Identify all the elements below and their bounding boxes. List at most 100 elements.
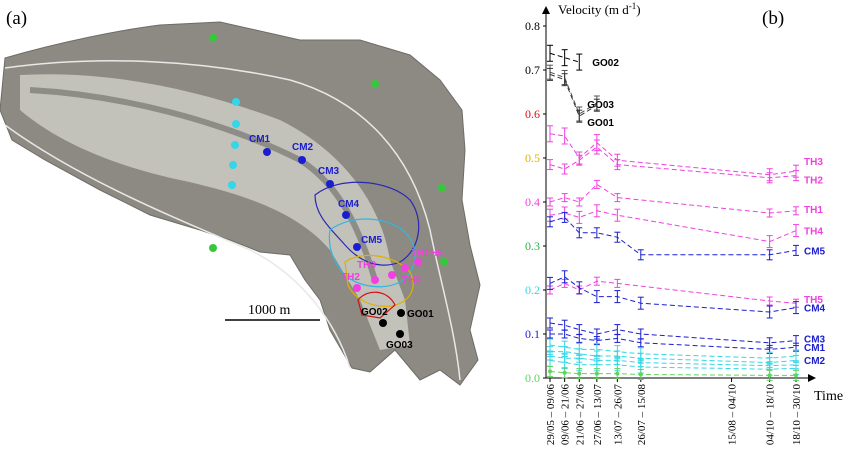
glacier-moraine	[29, 87, 378, 281]
green-survey-point	[209, 34, 217, 42]
series-line	[550, 351, 797, 364]
series-line	[549, 210, 797, 243]
map-label-go03: GO03	[386, 340, 413, 351]
y-tick-label: 0.1	[525, 327, 540, 341]
velocity-chart: (b) Velocity (m d-1) Time 0.0 0.1 0.2 0.3 0.…	[525, 1, 843, 445]
map-label-cm4: CM4	[338, 199, 360, 210]
green-survey-point	[209, 244, 217, 252]
y-tick-label: 0.4	[525, 195, 540, 209]
green-survey-point	[371, 80, 379, 88]
th-survey-point	[414, 258, 422, 266]
series-label-cm5: CM5	[804, 246, 826, 257]
series-label-cm1: CM1	[804, 343, 826, 354]
y-axis-label: Velocity (m d-1)	[558, 1, 641, 17]
cyan-survey-point	[231, 141, 239, 149]
panel-label-a: (a)	[6, 8, 27, 29]
map-label-th1: TH1	[411, 248, 430, 259]
glacier-outline-upper	[4, 60, 461, 381]
map-label-go01: GO01	[407, 309, 434, 320]
series-label-go01: GO01	[587, 118, 614, 129]
cm-survey-point	[326, 180, 334, 188]
contour-yellow	[344, 254, 414, 307]
y-tick-label: 0.6	[525, 107, 540, 121]
data-point	[548, 369, 552, 374]
y-tick-label: 0.2	[525, 283, 540, 297]
series-line	[549, 344, 797, 359]
th-survey-point	[353, 284, 361, 292]
series-line	[549, 355, 797, 367]
series-line	[550, 333, 797, 350]
cyan-survey-point	[229, 161, 237, 169]
series-line	[549, 359, 797, 370]
th-survey-point	[401, 264, 409, 272]
map-label-cm2: CM2	[292, 142, 314, 153]
series-label-th1: TH1	[804, 205, 823, 216]
cyan-survey-point	[232, 98, 240, 106]
series-label-go02: GO02	[592, 58, 619, 69]
x-tick-label: 04/10 – 18/10	[765, 384, 777, 446]
x-axis-arrow	[808, 374, 816, 382]
go-survey-point	[396, 330, 404, 338]
series-label-th4: TH4	[804, 227, 823, 238]
series-label-th2: TH2	[804, 176, 823, 187]
series-label-cm2: CM2	[804, 356, 826, 367]
map-label-cm3: CM3	[318, 166, 340, 177]
contour-red	[357, 291, 396, 319]
x-tick-label: 21/06 – 27/06	[574, 384, 586, 446]
series-line	[549, 322, 797, 344]
series-line	[549, 216, 797, 256]
x-tick-label: 09/06 – 21/06	[560, 384, 572, 446]
go-survey-point	[379, 319, 387, 327]
series-line	[549, 280, 797, 304]
chart-axes: 0.0 0.1 0.2 0.3 0.4 0.5 0.6 0.7 0.8 29/05 – 09/06…	[525, 6, 816, 445]
data-point	[577, 371, 582, 376]
scale-label: 1000 m	[248, 303, 291, 318]
contour-cyan	[328, 218, 416, 288]
cyan-survey-point	[228, 181, 236, 189]
series-label-cm4: CM4	[804, 304, 826, 315]
cm-survey-point	[353, 243, 361, 251]
y-axis-label-text: Velocity (m d	[558, 2, 629, 17]
map-label-go02: GO02	[361, 307, 388, 318]
y-axis-label-end: )	[636, 2, 640, 17]
data-point	[767, 373, 772, 378]
series-line	[549, 52, 580, 63]
map-label-cm5: CM5	[361, 235, 383, 246]
data-point	[615, 371, 620, 376]
x-tick-label: 15/08 – 04/10	[727, 384, 739, 446]
data-point	[638, 372, 643, 377]
x-tick-label: 27/06 – 13/07	[592, 384, 604, 446]
th-survey-point	[371, 276, 379, 284]
data-point	[594, 371, 599, 376]
y-axis-label-sup: -1	[629, 1, 637, 11]
series-line	[549, 276, 797, 313]
green-survey-point	[440, 258, 448, 266]
go-survey-point	[397, 309, 405, 317]
cm-survey-point	[263, 148, 271, 156]
x-tick-label: 18/10 – 30/10	[791, 384, 803, 446]
x-axis-label: Time	[814, 389, 843, 404]
series-label-th3: TH3	[804, 157, 823, 168]
cm-survey-point	[298, 156, 306, 164]
y-tick-label: 0.3	[525, 239, 540, 253]
glacier-ice-band	[20, 74, 410, 350]
y-tick-label: 0.0	[525, 371, 540, 385]
series-label-cm3: CM3	[804, 335, 826, 346]
glacier-outline-lower	[4, 124, 351, 369]
x-tick-label: 13/07 – 26/07	[612, 384, 624, 446]
series-line	[549, 370, 796, 376]
map-label-th3: TH3	[357, 260, 376, 271]
contour-blue	[314, 181, 420, 266]
th-survey-point	[388, 271, 396, 279]
y-tick-label: 0.7	[525, 63, 540, 77]
green-survey-point	[438, 184, 446, 192]
map-label-th2: TH2	[341, 272, 360, 283]
series-label-go03: GO03	[587, 100, 614, 111]
y-tick-label: 0.5	[525, 151, 540, 165]
map-label-th5: TH5	[424, 248, 443, 259]
x-tick-label: 29/05 – 09/06	[545, 384, 557, 446]
panel-label-b: (b)	[762, 8, 784, 29]
